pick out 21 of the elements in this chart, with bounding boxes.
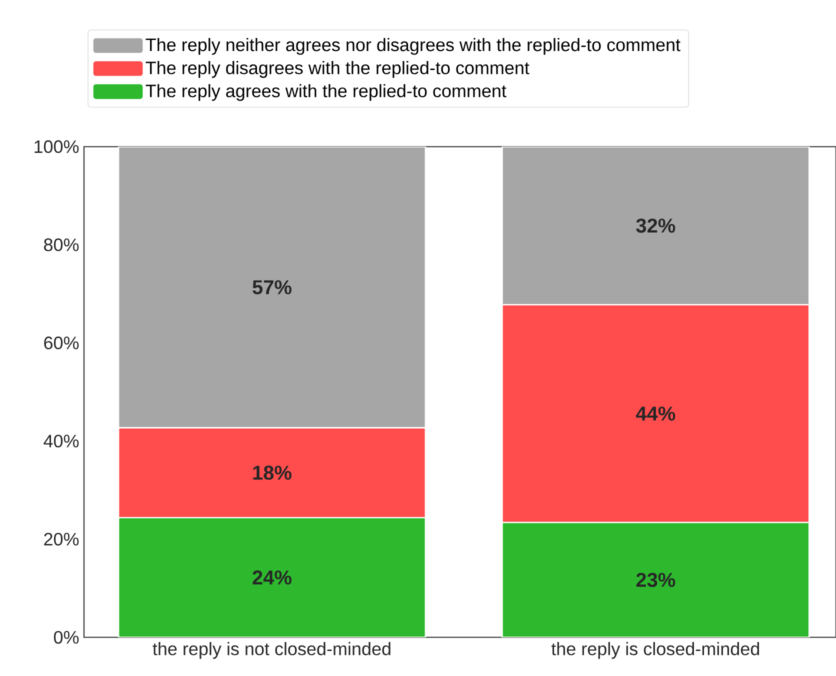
legend-label: The reply agrees with the replied-to comment: [146, 84, 506, 101]
legend-label: The reply disagrees with the replied-to comment: [146, 61, 530, 78]
bar: [502, 146, 810, 306]
data-label: 32%: [636, 218, 676, 233]
y-tick-label: 80%: [44, 238, 79, 252]
bar: [118, 146, 426, 428]
y-tick-label: 60%: [44, 336, 79, 350]
y-tick-label: 0%: [54, 630, 79, 644]
x-tick-label: the reply is not closed-minded: [152, 642, 390, 659]
legend-label: The reply neither agrees nor disagrees with the replied-to comment: [146, 38, 680, 55]
data-label: 44%: [636, 406, 676, 421]
y-tick-label: 20%: [44, 532, 79, 546]
x-tick-label: the reply is closed-minded: [551, 642, 760, 659]
data-label: 57%: [252, 280, 292, 294]
bar: [118, 516, 426, 638]
y-tick-label: 40%: [44, 434, 79, 448]
data-label: 24%: [252, 570, 292, 585]
y-tick-label: 100%: [34, 140, 79, 154]
bar: [502, 522, 810, 638]
data-label: 18%: [253, 466, 292, 480]
data-label: 23%: [636, 572, 676, 588]
